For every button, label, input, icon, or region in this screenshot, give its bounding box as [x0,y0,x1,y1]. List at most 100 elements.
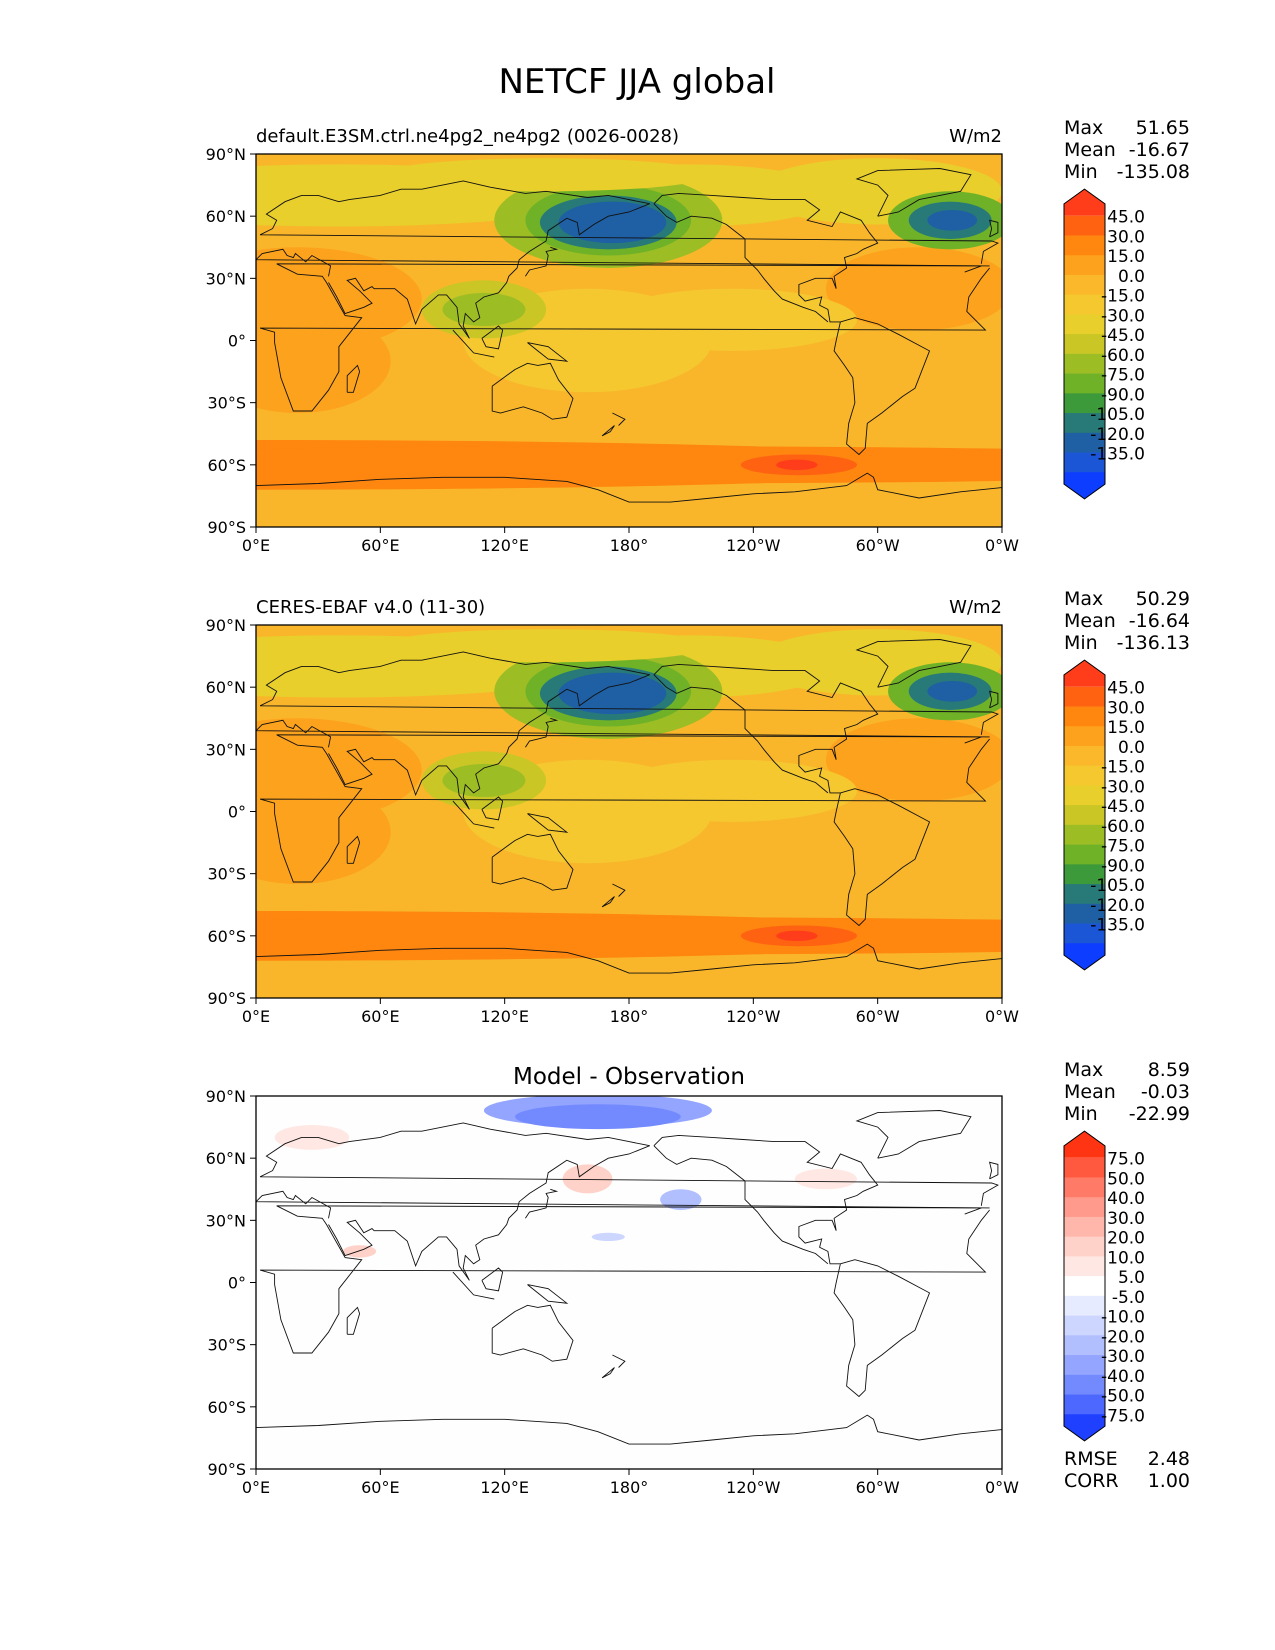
contour-region [256,780,391,885]
corr-label: CORR [1064,1470,1119,1492]
colorbar-segment [1064,1216,1105,1238]
lat-tick-label: 30°N [206,269,246,288]
map-field [256,1096,1002,1469]
colorbar-segment [1064,353,1105,374]
colorbar-segment [1064,235,1105,256]
coastline [855,168,972,217]
coastline [833,788,931,927]
coastline [988,690,999,709]
coastline [256,1190,990,1219]
colorbar-tick-label: 45.0 [1107,679,1145,699]
stat-label: Max [1064,588,1103,610]
colorbar-segment [1064,1177,1105,1198]
lat-tick-label: 30°N [206,1211,246,1230]
colorbar-tick-label: 30.0 [1107,227,1145,247]
coastline [328,203,650,339]
lon-tick-label: 120°W [726,1478,781,1497]
lat-tick-label: 60°N [206,1149,246,1168]
panel-title-center: Model - Observation [513,1064,745,1090]
coastline [525,717,559,748]
colorbar-tick-label: -30.0 [1101,777,1145,797]
lon-tick-label: 60°E [361,1478,399,1497]
lon-tick-label: 120°W [726,1007,781,1026]
colorbar-extend-max [1064,1131,1105,1158]
lat-tick-label: 90°N [206,1087,246,1106]
lon-tick-label: 0°W [985,536,1019,555]
coastline [346,364,361,393]
stat-value: -22.99 [1129,1103,1190,1125]
colorbar-tick-label: 15.0 [1107,718,1145,738]
stat-value: -135.08 [1117,161,1190,183]
coastline [988,219,999,238]
panel-title-left: default.E3SM.ctrl.ne4pg2_ne4pg2 (0026-00… [256,126,679,147]
contour-region [608,759,857,822]
lon-tick-label: 120°E [480,1478,529,1497]
stat-label: Min [1064,632,1098,654]
colorbar-tick-label: -105.0 [1090,405,1145,425]
lon-tick-label: 120°W [726,536,781,555]
colorbar-tick-label: -75.0 [1101,1406,1145,1426]
lat-tick-label: 90°S [207,518,246,537]
lon-tick-label: 180° [610,1478,649,1497]
lat-tick-label: 90°S [207,1460,246,1479]
colorbar-segment [1064,1394,1105,1415]
lat-tick-label: 30°N [206,740,246,759]
stat-label: Min [1064,161,1098,183]
coastline [833,1259,931,1398]
colorbar-segment [1064,923,1105,944]
map-field [256,625,1002,998]
lon-tick-label: 60°W [856,536,900,555]
colorbar-tick-label: -45.0 [1101,797,1145,817]
colorbar-tick-label: -20.0 [1101,1327,1145,1347]
lon-tick-label: 0°W [985,1478,1019,1497]
coastline [346,835,361,864]
colorbar-tick-label: -5.0 [1112,1288,1145,1308]
coastline [653,674,829,794]
coastline [346,1306,361,1335]
coastline [612,883,626,897]
colorbar-segment [1064,1157,1105,1178]
contour-region [558,672,667,715]
colorbar-segment [1064,413,1105,434]
coastline [527,1284,569,1304]
colorbar-tick-label: 30.0 [1107,698,1145,718]
coastline [833,317,931,456]
lat-tick-label: 0° [228,1274,246,1293]
contour-region [256,309,391,414]
contour-region [794,1168,857,1190]
contour-region [776,459,818,471]
colorbar-segment [1064,1236,1105,1257]
coastline [328,674,650,810]
colorbar-tick-label: -135.0 [1090,916,1145,936]
coastline [525,246,559,277]
colorbar-tick-label: -60.0 [1101,346,1145,366]
lat-tick-label: 0° [228,332,246,351]
stat-label: Max [1064,1059,1103,1081]
colorbar-tick-label: 20.0 [1107,1229,1145,1249]
lat-tick-label: 90°N [206,616,246,635]
coastline [259,1122,999,1206]
colorbar-extend-min [1064,472,1105,499]
lon-tick-label: 60°E [361,536,399,555]
colorbar: 45.030.015.00.0-15.0-30.0-45.0-60.0-75.0… [1063,188,1145,500]
colorbar-tick-label: -40.0 [1101,1367,1145,1387]
lat-tick-label: 60°S [207,1398,246,1417]
coastline [256,472,1002,503]
colorbar-segment [1064,452,1105,473]
colorbar-segment [1064,373,1105,394]
coastline [256,719,990,748]
coastline [452,329,495,358]
stat-value: -16.64 [1129,610,1190,632]
colorbar-segment [1064,1295,1105,1316]
colorbar: 45.030.015.00.0-15.0-30.0-45.0-60.0-75.0… [1063,659,1145,971]
colorbar-tick-label: -50.0 [1101,1387,1145,1407]
colorbar-segment [1064,1374,1105,1395]
coastline [256,943,1002,974]
coastline [527,342,569,362]
coastline [855,639,972,688]
contour-region [608,288,857,351]
stat-value: -16.67 [1129,139,1190,161]
contour-region [927,680,978,702]
colorbar-tick-label: -120.0 [1090,425,1145,445]
